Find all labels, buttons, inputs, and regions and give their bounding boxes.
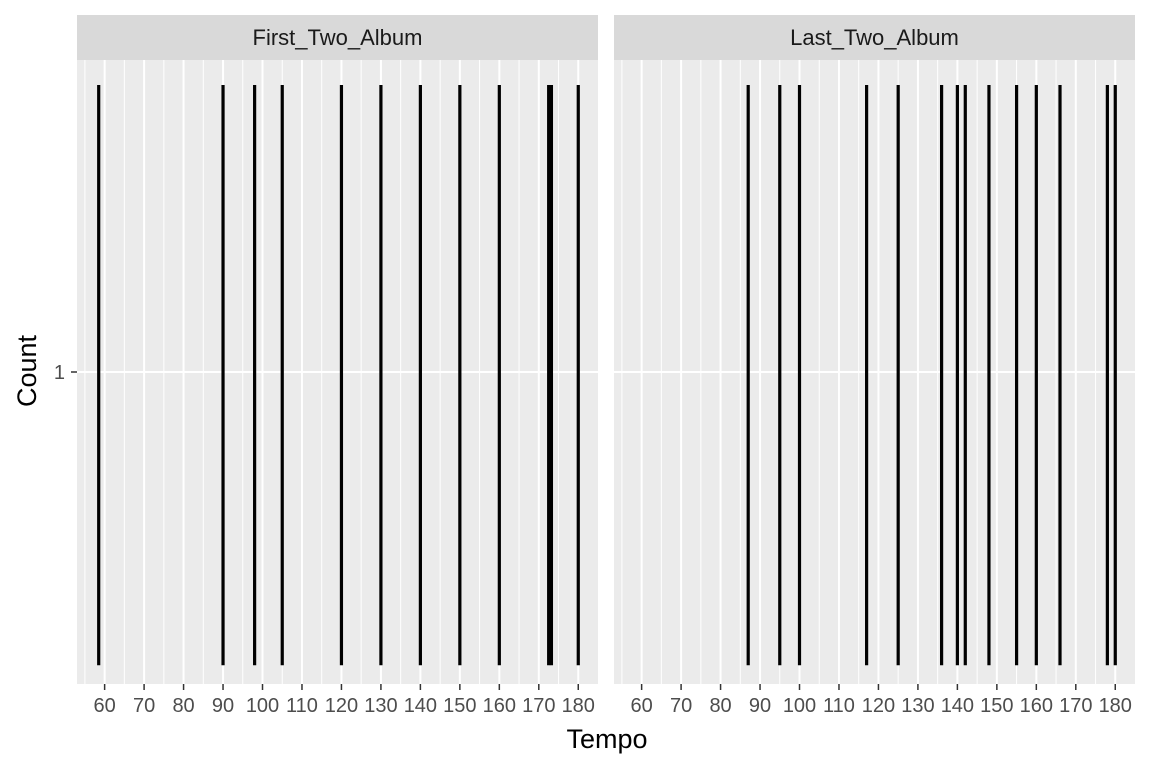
x-tick-label: 160 [1020,695,1053,717]
x-tick-label: 180 [562,695,595,717]
facet-panel: First_Two_Album 60 70 80 90 100 110 120 130 140 15… [77,15,598,717]
facet-panels: First_Two_Album 60 70 80 90 100 110 120 130 140 15… [77,15,1135,717]
facet-strip [77,15,598,60]
x-tick-label: 60 [631,695,653,717]
x-tick-label: 150 [443,695,476,717]
x-tick-label: 70 [133,695,155,717]
y-axis-title: Count [12,334,42,407]
x-tick-label: 140 [941,695,974,717]
x-tick-label: 160 [483,695,516,717]
facet-strip-label: First_Two_Album [253,25,423,50]
x-axis-title: Tempo [566,724,647,754]
facet-strip-label: Last_Two_Album [790,25,959,50]
facet-panel: Last_Two_Album 60 70 80 90 100 110 120 130 140 150… [614,15,1135,717]
x-tick-label: 100 [246,695,279,717]
x-tick-label: 60 [94,695,116,717]
x-tick-label: 70 [670,695,692,717]
x-tick-label: 180 [1099,695,1132,717]
y-axis: 1 [54,362,77,384]
x-tick-label: 120 [862,695,895,717]
x-tick-label: 140 [404,695,437,717]
x-tick-label: 170 [1059,695,1092,717]
x-tick-label: 150 [980,695,1013,717]
x-tick-label: 120 [325,695,358,717]
x-tick-label: 110 [286,695,318,717]
x-tick-label: 130 [364,695,397,717]
x-tick-label: 80 [172,695,194,717]
x-tick-label: 130 [901,695,934,717]
x-tick-label: 90 [212,695,234,717]
x-tick-label: 90 [749,695,771,717]
facet-strip [614,15,1135,60]
x-tick-label: 80 [709,695,731,717]
x-tick-label: 110 [823,695,855,717]
x-tick-label: 100 [783,695,816,717]
y-tick-label: 1 [54,362,65,384]
x-tick-label: 170 [522,695,555,717]
